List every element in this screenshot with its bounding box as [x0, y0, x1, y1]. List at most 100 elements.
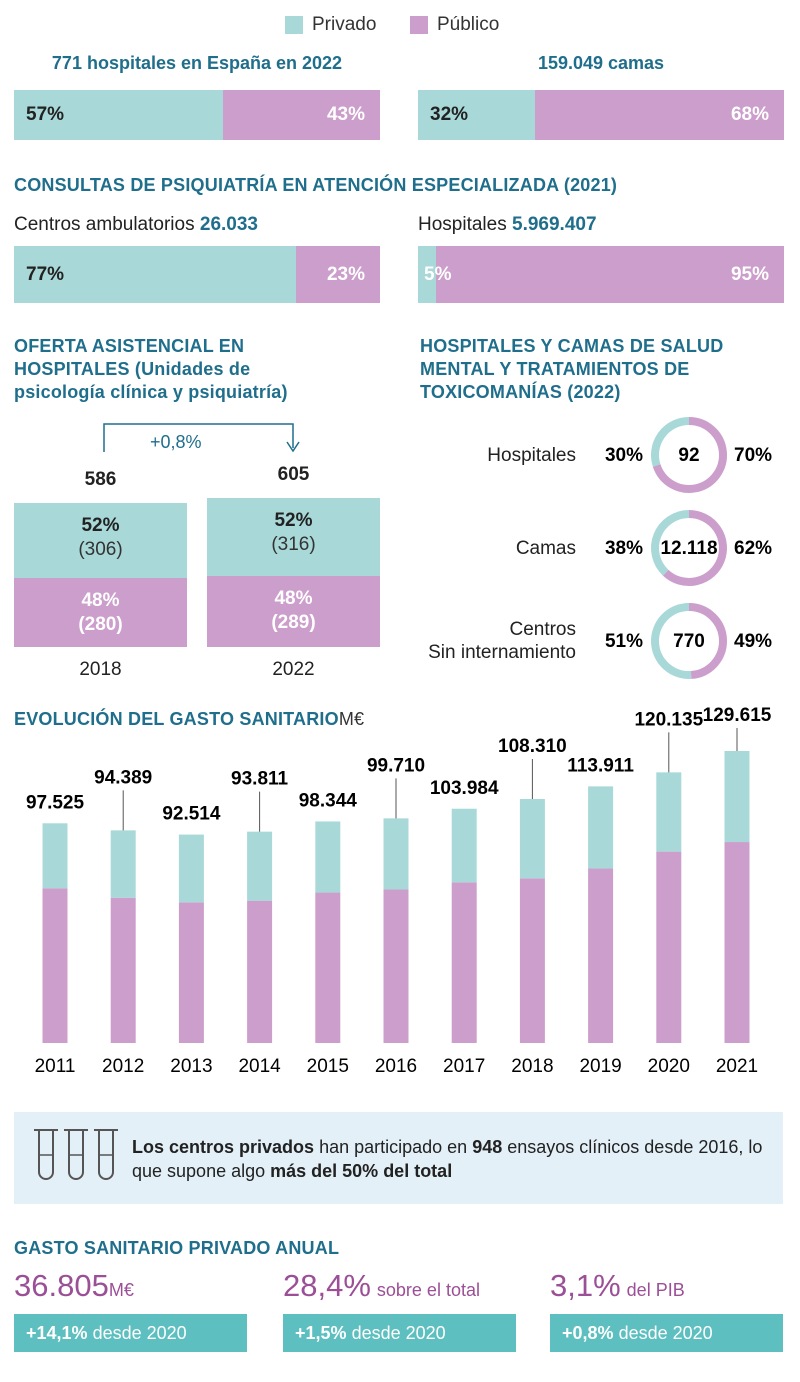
change-since: desde 2020: [92, 1323, 187, 1343]
section-heading: OFERTA ASISTENCIAL EN HOSPITALES (Unidad…: [14, 335, 324, 404]
stat-row: 36.805M€: [14, 1268, 134, 1304]
bar-segment: [295, 246, 380, 303]
year-label: 2018: [79, 659, 122, 680]
legend-swatch: [285, 16, 303, 34]
total-label: 98.344: [299, 790, 358, 811]
bar-segment: [110, 830, 136, 898]
total-label: 108.310: [498, 736, 567, 757]
chart-title-row: EVOLUCIÓN DEL GASTO SANITARIOM€: [14, 708, 364, 731]
item-label: Hospitales: [418, 214, 507, 235]
bar-segment: [42, 888, 68, 1043]
stat-value: 28,4%: [283, 1268, 371, 1303]
bar-segment: [656, 851, 682, 1043]
donut-arc: [652, 417, 727, 493]
total-label: 92.514: [162, 804, 221, 825]
bar-segment: [418, 90, 536, 140]
stat-unit: M€: [108, 1280, 134, 1300]
bar-segment: [588, 786, 614, 869]
total-label: 97.525: [26, 792, 85, 813]
count-label: (289): [271, 611, 316, 633]
value-label: 95%: [730, 264, 769, 285]
bar-segment: [451, 808, 477, 883]
total-label: 94.389: [94, 767, 152, 788]
donut-arc: [662, 510, 727, 586]
count-box: [207, 575, 380, 647]
stat-unit: del PIB: [626, 1280, 685, 1300]
bar-segment: [14, 90, 223, 140]
section-heading: CONSULTAS DE PSIQUIATRÍA EN ATENCIÓN ESP…: [14, 175, 618, 195]
value-label: 77%: [26, 264, 65, 285]
note-piece: ensayos clínicos desde 2016, lo que supo…: [132, 1137, 763, 1181]
value-label: 43%: [326, 104, 365, 125]
total-label: 113.911: [567, 755, 634, 776]
share-label: 52%: [81, 515, 120, 536]
x-tick-label: 2016: [375, 1056, 417, 1077]
year-label: 2022: [272, 659, 315, 680]
change-box: +0,8% desde 2020: [550, 1314, 783, 1352]
total-label: 129.615: [703, 705, 772, 726]
value-label: 57%: [26, 104, 65, 125]
bar-segment: [656, 772, 682, 852]
chart-title: EVOLUCIÓN DEL GASTO SANITARIO: [14, 709, 339, 729]
x-tick-label: 2011: [35, 1056, 76, 1077]
count-box: [207, 498, 380, 576]
x-tick-label: 2020: [648, 1056, 690, 1077]
donut-label: Centros Sin internamiento: [428, 619, 576, 663]
value-label: 32%: [430, 104, 469, 125]
donut-arc: [651, 417, 690, 467]
heading-sub: (Unidades de psicología clínica y psiqui…: [14, 359, 288, 402]
share-label: 52%: [274, 510, 313, 532]
tubes-icon: [34, 1129, 118, 1180]
change-arrow: [286, 441, 300, 453]
change-since: desde 2020: [351, 1323, 446, 1343]
bar-segment: [14, 246, 296, 303]
count-label: (316): [271, 534, 316, 556]
donut-arc: [651, 603, 692, 679]
bar-segment: [436, 246, 784, 303]
bar-segment: [519, 798, 545, 879]
item-total: 5.969.407: [512, 214, 597, 235]
x-tick-label: 2012: [102, 1056, 144, 1077]
change-bracket: [103, 423, 294, 452]
donut-total: 92: [678, 445, 699, 466]
note-piece: más del 50% del total: [270, 1161, 453, 1181]
value-label: 30%: [605, 445, 643, 466]
value-label: 5%: [424, 264, 452, 285]
item-total: 26.033: [199, 214, 258, 235]
x-tick-label: 2021: [716, 1056, 758, 1077]
bar-segment: [42, 823, 68, 889]
count-box: [14, 503, 187, 579]
bar-segment: [315, 892, 341, 1043]
stat-value: 36.805: [14, 1268, 109, 1303]
bar-segment: [247, 831, 273, 901]
donut-total: 770: [673, 631, 705, 652]
total-label: 99.710: [367, 755, 425, 776]
note-piece: han participado en: [314, 1137, 473, 1157]
bar-segment: [247, 900, 273, 1043]
bar-segment: [222, 90, 380, 140]
donut-total: 12.118: [660, 538, 717, 559]
value-label: 38%: [605, 538, 643, 559]
stat-row: 28,4% sobre el total: [283, 1268, 480, 1304]
legend-swatch: [410, 16, 428, 34]
value-label: 23%: [326, 264, 365, 285]
bar-segment: [535, 90, 784, 140]
change-value: +14,1%: [26, 1323, 88, 1343]
change-since: desde 2020: [618, 1323, 713, 1343]
bar-segment: [724, 751, 750, 843]
stat-unit: sobre el total: [376, 1280, 480, 1300]
change-label: +0,8%: [150, 432, 202, 452]
donut-label: Camas: [515, 537, 576, 559]
note-box: [14, 1112, 783, 1204]
share-label: 48%: [81, 590, 120, 612]
bar-segment: [383, 889, 409, 1043]
donut-label: Hospitales: [487, 444, 576, 466]
change-value: +0,8%: [562, 1323, 614, 1343]
bar-segment: [383, 818, 409, 890]
x-tick-label: 2013: [170, 1056, 212, 1077]
donut-arc: [688, 603, 727, 679]
stat-value: 3,1%: [550, 1268, 621, 1303]
legend-label: Privado: [312, 14, 377, 35]
value-label: 51%: [605, 631, 643, 652]
